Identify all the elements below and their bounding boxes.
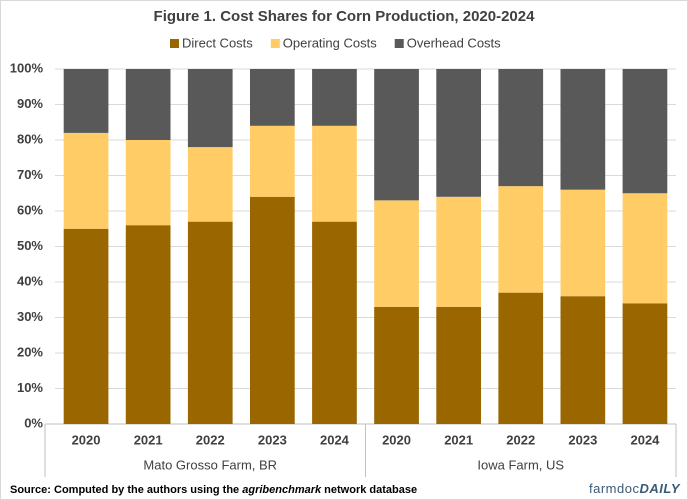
y-tick-label: 60% (17, 202, 43, 217)
bar-segment (498, 69, 544, 187)
group-label: Mato Grosso Farm, BR (143, 457, 277, 472)
y-tick-label: 30% (17, 309, 43, 324)
bar-segment (249, 196, 295, 424)
legend-label: Operating Costs (283, 35, 377, 50)
y-tick-label: 10% (17, 380, 43, 395)
bar-segment (63, 69, 109, 133)
bar-segment (622, 193, 668, 304)
legend-label: Direct Costs (182, 35, 253, 50)
bar-segment (249, 125, 295, 197)
logo-text: DAILY (639, 481, 680, 496)
y-tick-label: 0% (24, 415, 43, 430)
y-tick-label: 90% (17, 96, 43, 111)
bar-segment (125, 69, 171, 140)
logo: farmdocDAILY (589, 481, 681, 496)
logo-text: farmdoc (589, 481, 639, 496)
group-label: Iowa Farm, US (477, 457, 564, 472)
y-tick-label: 40% (17, 273, 43, 288)
y-tick-label: 100% (10, 60, 44, 75)
x-tick-label: 2020 (72, 432, 101, 447)
source-text: Source: Computed by the authors using th… (10, 484, 242, 496)
y-tick-label: 20% (17, 344, 43, 359)
legend-label: Overhead Costs (407, 35, 501, 50)
y-tick-label: 70% (17, 167, 43, 182)
x-tick-label: 2023 (568, 432, 597, 447)
x-tick-label: 2021 (444, 432, 473, 447)
x-tick-label: 2023 (258, 432, 287, 447)
x-tick-label: 2020 (382, 432, 411, 447)
bar-segment (622, 69, 668, 194)
bar-segment (374, 200, 419, 307)
x-tick-label: 2024 (320, 432, 350, 447)
x-tick-label: 2022 (506, 432, 535, 447)
bar-segment (436, 196, 482, 307)
y-tick-label: 50% (17, 238, 43, 253)
bar-segment (560, 189, 606, 297)
source-text: network database (321, 484, 417, 496)
legend-swatch (170, 39, 179, 48)
bar-segment (436, 69, 482, 197)
bar-segment (125, 225, 171, 424)
bar-segment (312, 221, 357, 424)
x-tick-label: 2024 (630, 432, 660, 447)
bar-segment (498, 186, 544, 293)
bar-segment (187, 221, 233, 424)
legend-swatch (394, 39, 404, 48)
source-text: agribenchmark (242, 484, 322, 496)
x-tick-label: 2021 (134, 432, 163, 447)
bar-segment (560, 296, 606, 424)
bar-segment (187, 69, 233, 148)
y-tick-label: 80% (17, 131, 43, 146)
bar-segment (622, 303, 668, 424)
bar-segment (560, 69, 606, 190)
bar-segment (249, 69, 295, 126)
bar-segment (498, 292, 544, 424)
bar-segment (312, 69, 357, 126)
legend-swatch (270, 39, 280, 48)
bar-segment (312, 125, 357, 222)
x-tick-label: 2022 (196, 432, 225, 447)
bar-segment (63, 228, 109, 424)
bar-segment (63, 132, 109, 229)
bar-segment (125, 140, 171, 226)
bar-segment (187, 147, 233, 222)
source-note: Source: Computed by the authors using th… (10, 484, 417, 496)
bar-segment (374, 306, 419, 424)
bar-segment (436, 306, 482, 424)
chart-title: Figure 1. Cost Shares for Corn Productio… (154, 8, 536, 25)
bar-segment (374, 69, 419, 201)
